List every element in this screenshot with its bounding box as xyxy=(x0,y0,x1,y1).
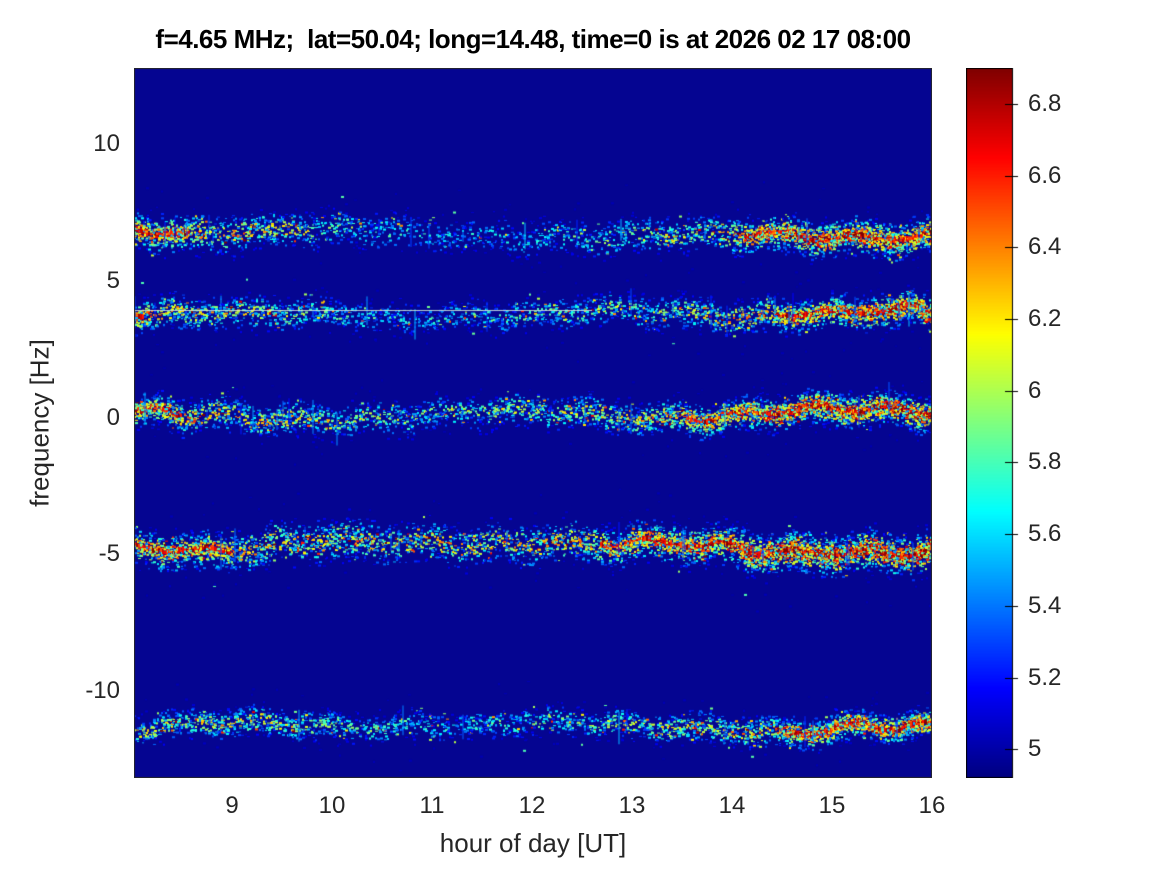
colorbar-tick-label: 5.4 xyxy=(1028,591,1062,619)
x-tick-label: 13 xyxy=(618,792,646,819)
colorbar-tick-label: 6.2 xyxy=(1028,305,1062,332)
colorbar-tick-label: 5 xyxy=(1028,735,1042,763)
y-tick-label: -5 xyxy=(98,540,120,568)
x-tick-label: 11 xyxy=(419,792,445,819)
x-tick-label: 12 xyxy=(518,792,546,819)
colorbar-tick-label: 5.8 xyxy=(1028,448,1062,476)
y-tick-label: 10 xyxy=(93,130,120,158)
y-tick-label: 0 xyxy=(106,403,120,431)
colorbar-tick-label: 6.6 xyxy=(1028,161,1062,189)
x-tick-label: 10 xyxy=(318,792,346,819)
colorbar-tick-label: 5.6 xyxy=(1028,520,1062,548)
x-tick-label: 16 xyxy=(918,792,946,819)
y-tick-label: -10 xyxy=(85,676,120,704)
chart-title: f=4.65 MHz; lat=50.04; long=14.48, time=… xyxy=(155,24,911,54)
x-axis-label: hour of day [UT] xyxy=(439,828,627,858)
x-tick-label: 15 xyxy=(818,792,846,819)
y-tick-label: 5 xyxy=(106,267,120,294)
colorbar-tick-label: 5.2 xyxy=(1028,663,1062,691)
colorbar-tick-label: 6 xyxy=(1028,376,1042,404)
colorbar-tick-label: 6.8 xyxy=(1028,89,1062,117)
colorbar xyxy=(966,68,1022,778)
spectrogram-plot xyxy=(134,68,932,778)
x-tick-label: 9 xyxy=(225,792,239,819)
x-tick-label: 14 xyxy=(718,792,746,819)
colorbar-tick-label: 6.4 xyxy=(1028,233,1062,261)
